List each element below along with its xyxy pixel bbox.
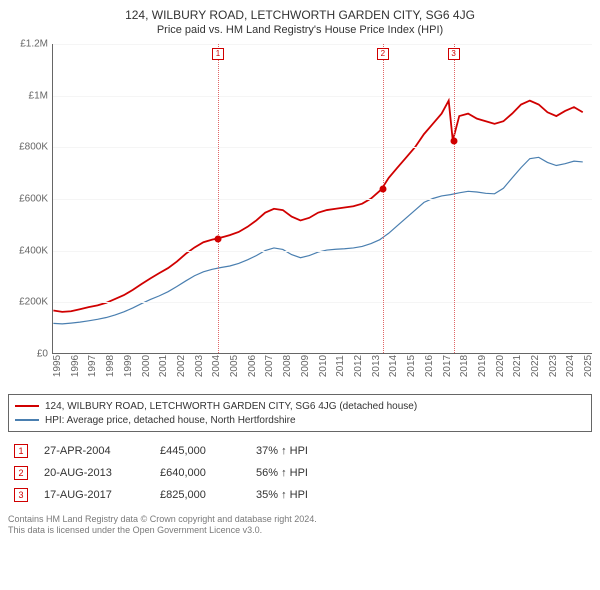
event-price: £445,000 [160,445,240,457]
event-vertical-line [218,44,219,353]
footnote-line-2: This data is licensed under the Open Gov… [8,525,592,536]
legend-item: 124, WILBURY ROAD, LETCHWORTH GARDEN CIT… [15,399,585,413]
event-dot [450,137,457,144]
x-axis-label: 2012 [353,355,364,377]
gridline [53,199,592,200]
footnote: Contains HM Land Registry data © Crown c… [8,514,592,536]
legend-swatch [15,405,39,407]
event-diff: 56% ↑ HPI [256,467,346,479]
event-vertical-line [383,44,384,353]
event-row-marker: 1 [14,444,28,458]
y-axis-label: £800K [8,142,48,153]
event-row-marker: 3 [14,488,28,502]
event-date: 20-AUG-2013 [44,467,144,479]
y-axis-label: £1M [8,90,48,101]
x-axis-label: 2024 [565,355,576,377]
x-axis-label: 1998 [105,355,116,377]
footnote-line-1: Contains HM Land Registry data © Crown c… [8,514,592,525]
x-axis-label: 2018 [459,355,470,377]
event-date: 17-AUG-2017 [44,489,144,501]
y-axis-label: £1.2M [8,39,48,50]
event-row: 1 27-APR-2004 £445,000 37% ↑ HPI [8,440,592,462]
x-axis-label: 2014 [388,355,399,377]
x-axis-label: 2000 [141,355,152,377]
x-axis-label: 2005 [229,355,240,377]
event-price: £825,000 [160,489,240,501]
x-axis-label: 2001 [158,355,169,377]
series-property [53,101,582,312]
legend-label: HPI: Average price, detached house, Nort… [45,415,296,426]
y-axis-label: £400K [8,245,48,256]
chart-container: 123 £0£200K£400K£600K£800K£1M£1.2M199519… [8,44,592,384]
gridline [53,302,592,303]
x-axis-label: 2025 [583,355,594,377]
x-axis-label: 1996 [70,355,81,377]
legend-item: HPI: Average price, detached house, Nort… [15,413,585,427]
event-date: 27-APR-2004 [44,445,144,457]
event-marker-box: 1 [212,48,224,60]
x-axis-label: 2013 [371,355,382,377]
x-axis-label: 2003 [194,355,205,377]
x-axis-label: 2007 [264,355,275,377]
x-axis-label: 1997 [87,355,98,377]
y-axis-label: £600K [8,194,48,205]
event-row-marker: 2 [14,466,28,480]
chart-title: 124, WILBURY ROAD, LETCHWORTH GARDEN CIT… [8,8,592,22]
plot-area: 1 2 3 [52,44,592,354]
event-price: £640,000 [160,467,240,479]
gridline [53,251,592,252]
x-axis-label: 2017 [442,355,453,377]
event-dot [379,185,386,192]
y-axis-label: £0 [8,349,48,360]
event-marker-box: 3 [448,48,460,60]
x-axis-label: 1999 [123,355,134,377]
event-dot [215,236,222,243]
x-axis-label: 2023 [548,355,559,377]
event-diff: 35% ↑ HPI [256,489,346,501]
x-axis-label: 2011 [335,355,346,377]
x-axis-label: 2021 [512,355,523,377]
legend-swatch [15,419,39,421]
chart-subtitle: Price paid vs. HM Land Registry's House … [8,24,592,36]
legend-box: 124, WILBURY ROAD, LETCHWORTH GARDEN CIT… [8,394,592,432]
legend-label: 124, WILBURY ROAD, LETCHWORTH GARDEN CIT… [45,401,417,412]
event-row: 3 17-AUG-2017 £825,000 35% ↑ HPI [8,484,592,506]
gridline [53,44,592,45]
x-axis-label: 2015 [406,355,417,377]
x-axis-label: 2019 [477,355,488,377]
x-axis-label: 2006 [247,355,258,377]
gridline [53,96,592,97]
events-table: 1 27-APR-2004 £445,000 37% ↑ HPI 2 20-AUG-201… [8,440,592,506]
series-hpi [53,157,582,324]
event-diff: 37% ↑ HPI [256,445,346,457]
x-axis-label: 1995 [52,355,63,377]
x-axis-label: 2009 [300,355,311,377]
y-axis-label: £200K [8,297,48,308]
event-marker-box: 2 [377,48,389,60]
x-axis-label: 2008 [282,355,293,377]
x-axis-label: 2016 [424,355,435,377]
x-axis-label: 2004 [211,355,222,377]
x-axis-label: 2022 [530,355,541,377]
x-axis-label: 2002 [176,355,187,377]
event-row: 2 20-AUG-2013 £640,000 56% ↑ HPI [8,462,592,484]
event-vertical-line [454,44,455,353]
x-axis-label: 2020 [495,355,506,377]
x-axis-label: 2010 [318,355,329,377]
gridline [53,147,592,148]
